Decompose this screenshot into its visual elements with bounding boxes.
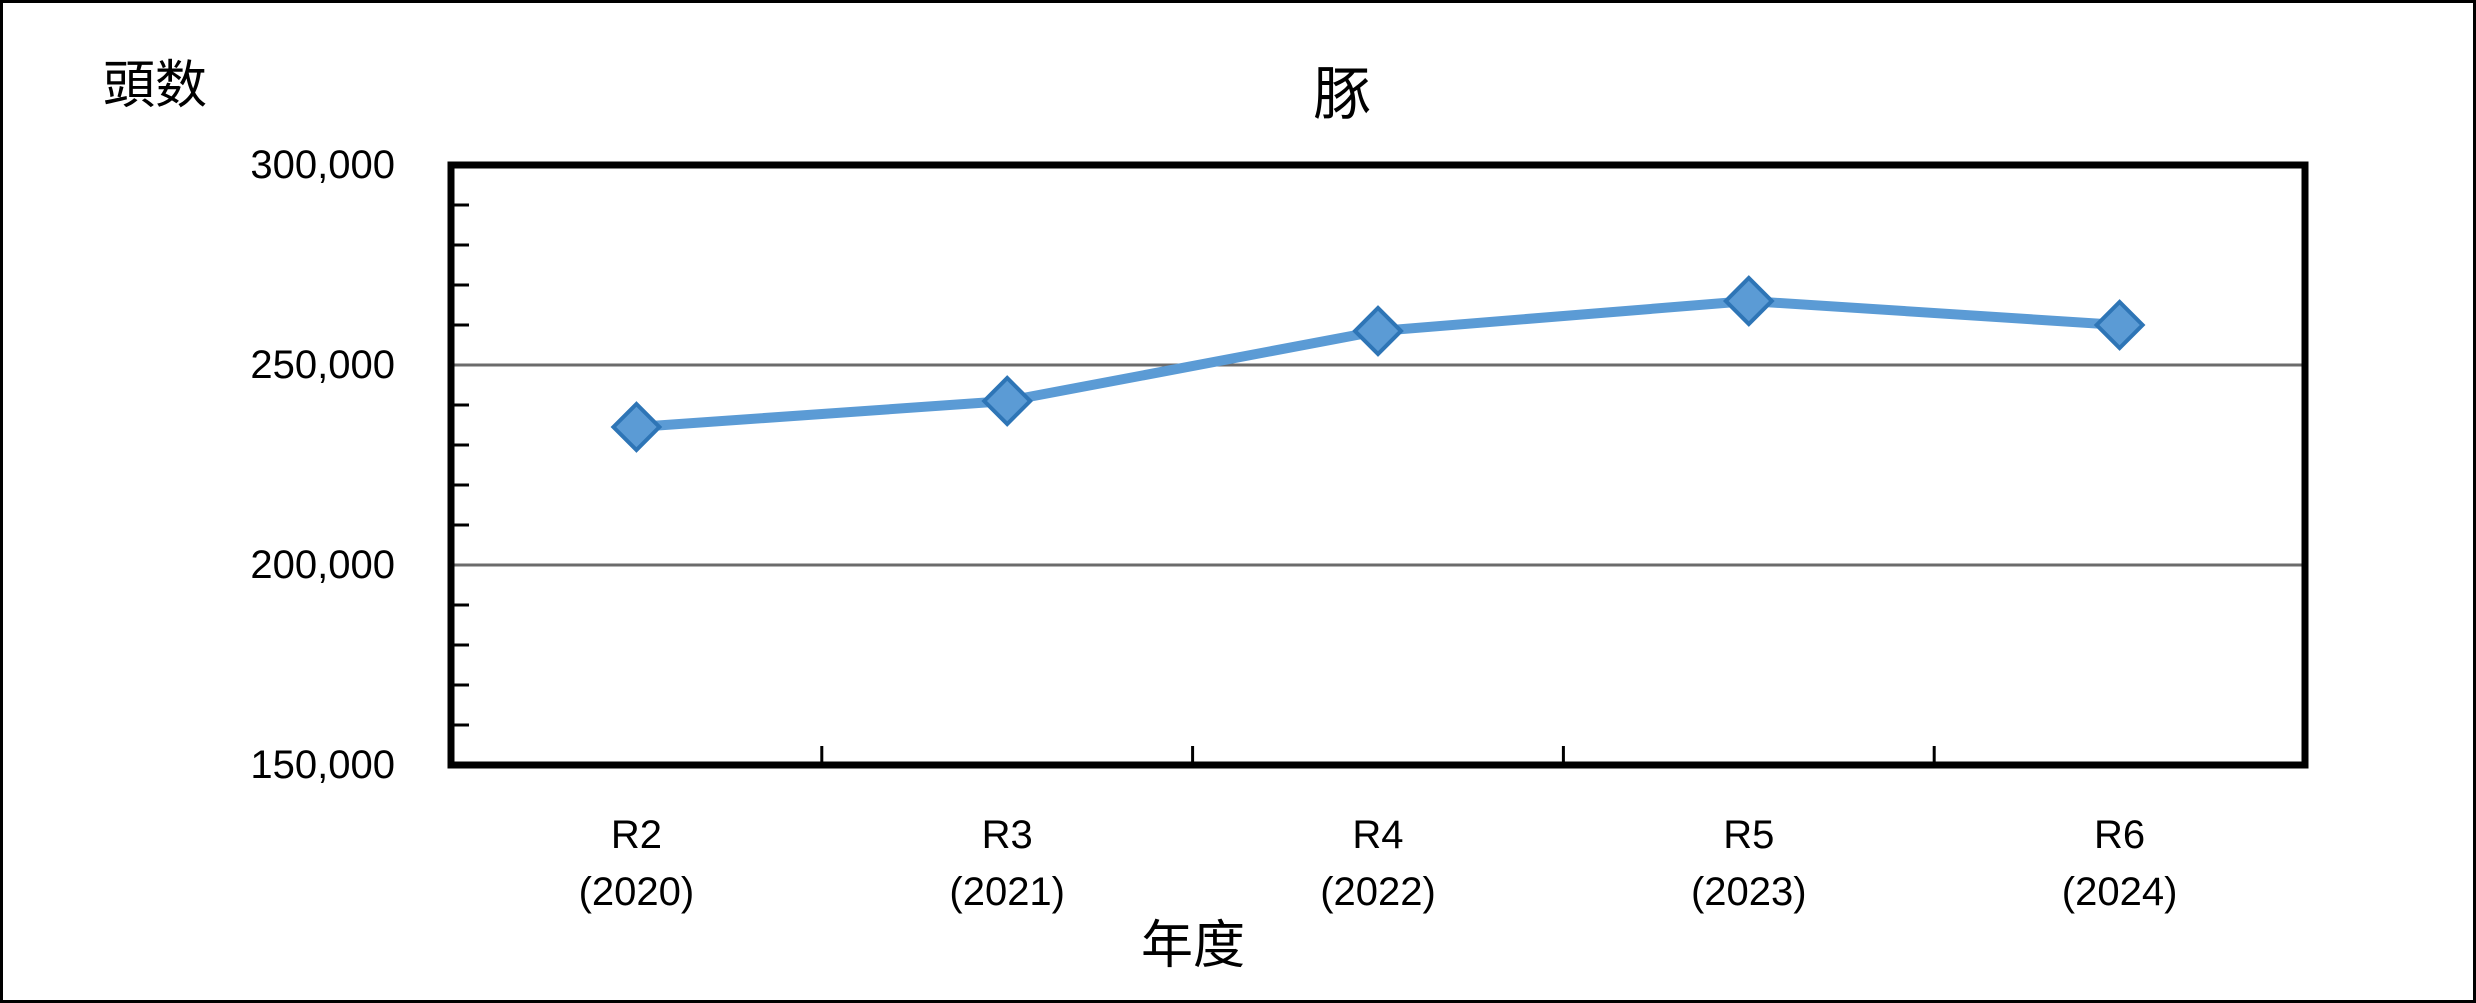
y-axis-tick-label: 250,000 [250,343,395,387]
x-axis-tick-label-year: (2024) [2061,870,2178,914]
x-axis-tick-label-era: R3 [981,813,1033,857]
x-axis-tick-label-year: (2023) [1690,870,1807,914]
x-axis-tick-label-era: R2 [610,813,662,857]
x-axis-tick-label: R6 (2024) [2062,807,2178,921]
x-axis-title: 年度 [1140,917,1246,975]
x-axis-tick-label: R5 (2023) [1691,807,1807,921]
y-axis-unit-label: 頭数 [103,57,208,115]
data-point-marker [610,401,663,453]
chart-title: 豚 [1312,62,1372,127]
x-axis-tick-label-era: R6 [2094,813,2146,857]
plot-area [447,161,2309,769]
x-axis-tick-label-year: (2020) [578,870,695,914]
y-axis-tick-label: 150,000 [250,743,395,787]
y-axis-tick-label: 300,000 [250,143,395,187]
data-point-marker [981,375,1034,427]
x-axis-tick-label: R2 (2020) [579,807,695,921]
plot-border [447,161,2309,769]
x-axis-tick-label-era: R5 [1723,813,1775,857]
x-axis-tick-label-era: R4 [1352,813,1404,857]
data-point-marker [2093,299,2146,351]
x-axis-tick-label-year: (2021) [949,870,1065,914]
x-axis-tick-label: R4 (2022) [1320,807,1436,921]
data-point-marker [1722,275,1775,327]
data-point-marker [1352,305,1404,357]
x-axis-tick-label-year: (2022) [1320,870,1436,914]
x-axis-tick-label: R3 (2021) [949,807,1065,921]
y-axis-tick-label: 200,000 [250,543,395,587]
